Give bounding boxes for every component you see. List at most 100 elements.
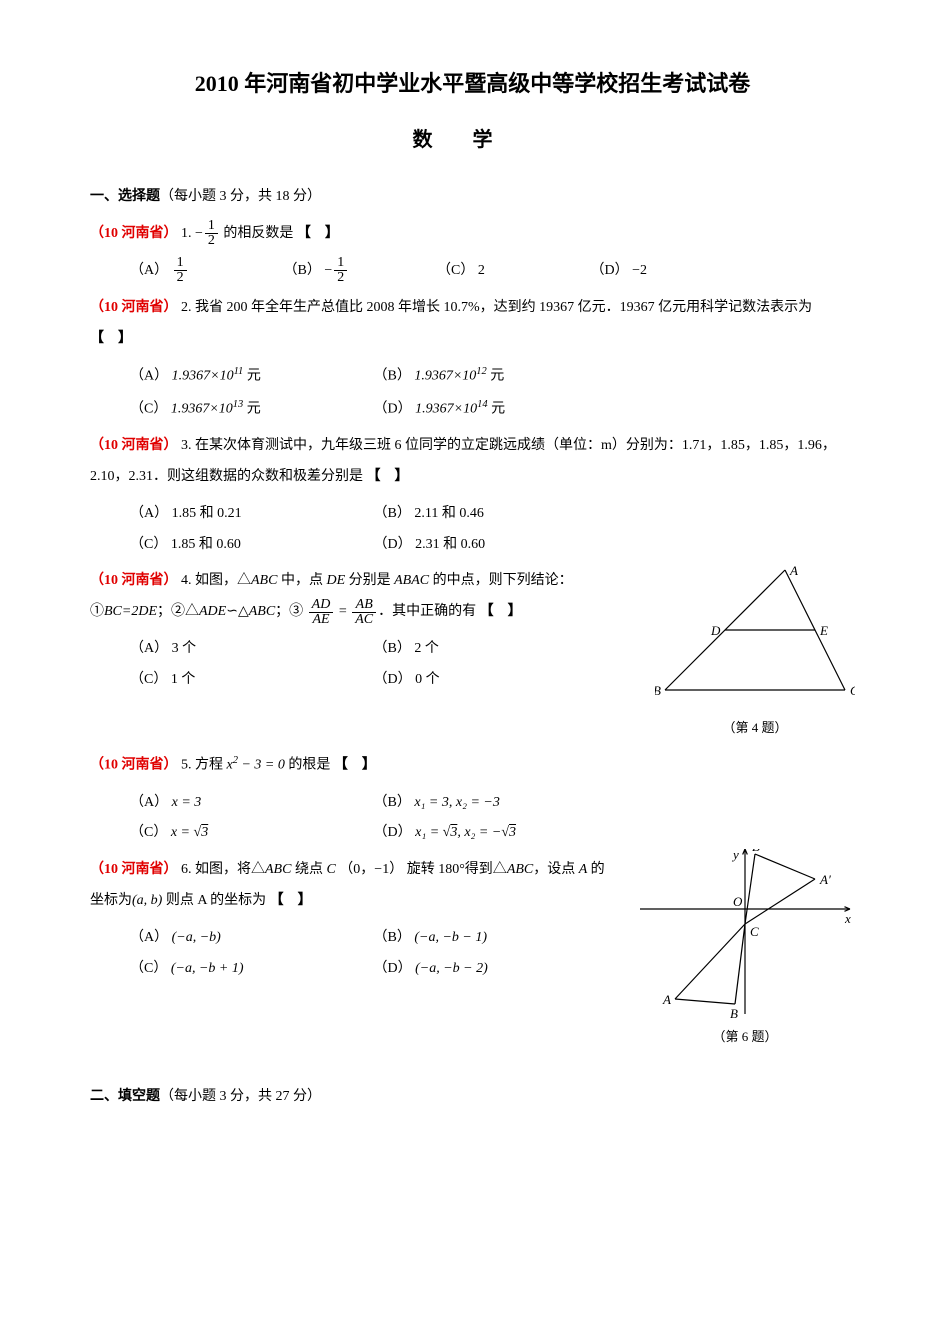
q6-b-val: (−a, −b − 1) [414, 930, 487, 945]
q6-pre: 如图，将△ [195, 862, 265, 877]
q1-frac-num: 1 [205, 219, 218, 234]
bracket-left: 【 [297, 226, 311, 241]
svg-text:B′: B′ [752, 849, 763, 854]
q5-c-in: 3 [201, 825, 208, 840]
q6-tag: （10 河南省） [90, 862, 178, 877]
q2-options: （A） 1.9367×1011 元 （B） 1.9367×1012 元 （C） … [90, 360, 855, 425]
q3-c-val: 1.85 和 0.60 [171, 537, 241, 552]
q1-tag: （10 河南省） [90, 226, 178, 241]
q4-abac: ABAC [394, 573, 429, 588]
q5-d-pre: x₁ = [415, 825, 443, 840]
q1-fraction: 12 [205, 219, 218, 248]
q1-options: （A） 12 （B） −12 （C） 2 （D） −2 [90, 256, 855, 287]
q5-a-label: （A） [130, 795, 168, 810]
q3-c-label: （C） [130, 537, 167, 552]
q5-tag: （10 河南省） [90, 758, 178, 773]
q1-option-b: （B） −12 [284, 256, 434, 287]
section-1-label: 一、选择题 [90, 189, 160, 204]
q4-a-val: 3 个 [172, 641, 197, 656]
q4-d-val: 0 个 [415, 672, 440, 687]
svg-text:y: y [731, 849, 739, 862]
main-title: 2010 年河南省初中学业水平暨高级中等学校招生考试试卷 [90, 60, 855, 108]
q4-abc: ABC [251, 573, 277, 588]
q4-option-d: （D） 0 个 [374, 665, 614, 696]
q2-c-mant: 1.9367×10 [171, 401, 233, 416]
q6-c: C [326, 862, 339, 877]
q1-option-d: （D） −2 [591, 256, 741, 287]
q4-option-c: （C） 1 个 [130, 665, 370, 696]
bracket-left: 【 [367, 469, 381, 484]
svg-text:C: C [750, 924, 759, 939]
q2-option-c: （C） 1.9367×1013 元 [130, 393, 370, 425]
question-1: （10 河南省） 1. −12 的相反数是 【 】 [90, 219, 855, 250]
q3-d-val: 2.31 和 0.60 [415, 537, 485, 552]
bracket-right: 】 [362, 758, 376, 773]
q5-option-d: （D） x₁ = √3, x₂ = −√3 [374, 818, 614, 849]
q5-c-label: （C） [130, 825, 167, 840]
q2-option-d: （D） 1.9367×1014 元 [374, 393, 614, 425]
question-4-block: ABCDE （第 4 题） （10 河南省） 4. 如图，△ABC 中，点 DE… [90, 560, 855, 743]
q6-abc2: ABC [507, 862, 533, 877]
q2-d-exp: 14 [477, 399, 488, 410]
bracket-left: 【 [90, 331, 104, 346]
section-2-label: 二、填空题 [90, 1089, 160, 1104]
svg-text:O: O [733, 894, 743, 909]
q3-a-label: （A） [130, 506, 168, 521]
q5-d-in2: 3 [509, 825, 516, 840]
q6-ab: (a, b) [132, 893, 162, 908]
q1-text-post: 的相反数是 [220, 226, 294, 241]
q6-a-label: （A） [130, 930, 168, 945]
q4-a-label: （A） [130, 641, 168, 656]
q4-b-val: 2 个 [414, 641, 439, 656]
question-2: （10 河南省） 2. 我省 200 年全年生产总值比 2008 年增长 10.… [90, 293, 855, 355]
q1-b-label: （B） [284, 263, 321, 278]
q6-option-b: （B） (−a, −b − 1) [374, 923, 614, 954]
q6-cc: （0，−1） [339, 862, 403, 877]
q4-f1d: AE [309, 613, 334, 627]
q3-tag: （10 河南省） [90, 438, 178, 453]
q4-option-a: （A） 3 个 [130, 634, 370, 665]
bracket-right: 】 [325, 226, 339, 241]
q1-frac-den: 2 [205, 234, 218, 248]
q2-b-mant: 1.9367×10 [414, 369, 476, 384]
q4-figure: ABCDE （第 4 题） [655, 560, 855, 743]
q6-abc: ABC [265, 862, 291, 877]
bracket-right: 】 [395, 469, 409, 484]
q4-sim: ∽△ [226, 604, 249, 619]
q4-s2: ；③ [275, 604, 303, 619]
question-6-block: OCABA′B′xy （第 6 题） （10 河南省） 6. 如图，将△ABC … [90, 849, 855, 1052]
subject-title: 数学 [90, 118, 855, 162]
section-2-header: 二、填空题（每小题 3 分，共 27 分） [90, 1082, 855, 1113]
q5-post: 的根是 [285, 758, 331, 773]
q4-de: DE [326, 573, 345, 588]
q4-m1: 中，点 [277, 573, 326, 588]
q1-b-den: 2 [334, 271, 347, 285]
q1-b-num: 1 [334, 256, 347, 271]
q1-option-a: （A） 12 [130, 256, 280, 287]
q4-m2: 分别是 [345, 573, 394, 588]
q4-c1: BC=2DE [104, 604, 157, 619]
q4-option-b: （B） 2 个 [374, 634, 614, 665]
q1-a-label: （A） [130, 263, 168, 278]
q4-c-label: （C） [130, 672, 167, 687]
bracket-left: 【 [480, 604, 494, 619]
q6-a: A [579, 862, 591, 877]
q4-figure-caption: （第 4 题） [655, 714, 855, 743]
section-1-info: （每小题 3 分，共 18 分） [160, 189, 321, 204]
q5-option-a: （A） x = 3 [130, 788, 370, 819]
q1-d-label: （D） [591, 263, 629, 278]
svg-text:A: A [662, 992, 671, 1007]
q6-figure: OCABA′B′xy （第 6 题） [635, 849, 855, 1052]
q4-b-label: （B） [374, 641, 411, 656]
q4-tag: （10 河南省） [90, 573, 178, 588]
q3-option-d: （D） 2.31 和 0.60 [374, 530, 614, 561]
bracket-right: 】 [508, 604, 522, 619]
q4-d-label: （D） [374, 672, 412, 687]
bracket-right: 】 [118, 331, 132, 346]
q2-c-label: （C） [130, 401, 167, 416]
svg-text:E: E [819, 623, 828, 638]
q2-a-exp: 11 [234, 366, 244, 377]
q3-b-label: （B） [374, 506, 411, 521]
svg-text:B: B [655, 683, 661, 698]
svg-text:C: C [850, 683, 855, 698]
